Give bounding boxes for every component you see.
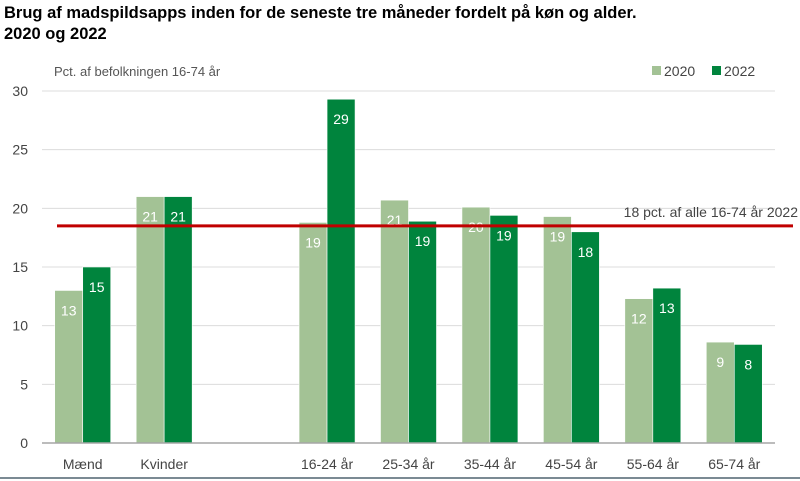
y-tick-label: 0 — [20, 435, 28, 451]
legend-swatch-2022 — [712, 66, 721, 75]
y-tick-label: 25 — [12, 142, 28, 158]
bar-2020 — [461, 206, 491, 444]
data-label: 19 — [496, 227, 512, 243]
bar-2020 — [135, 196, 165, 444]
x-tick-label: Mænd — [63, 456, 103, 472]
y-tick-label: 10 — [12, 318, 28, 334]
data-label: 19 — [415, 233, 431, 249]
chart-title: Brug af madspildsapps inden for de senes… — [4, 3, 799, 45]
x-tick-label: 25-34 år — [382, 456, 434, 472]
data-label: 29 — [333, 111, 349, 127]
y-tick-label: 5 — [20, 376, 28, 392]
legend-label: 2020 — [664, 63, 695, 79]
data-label: 18 — [578, 244, 594, 260]
x-tick-label: Kvinder — [140, 456, 188, 472]
y-tick-label: 30 — [12, 83, 28, 99]
bar-2022 — [163, 196, 193, 444]
y-tick-label: 20 — [12, 200, 28, 216]
bar-2022 — [733, 344, 763, 444]
reference-line-label: 18 pct. af alle 16-74 år 2022 — [624, 204, 799, 220]
legend-label: 2022 — [724, 63, 755, 79]
x-tick-label: 65-74 år — [708, 456, 760, 472]
bar-2022 — [82, 266, 112, 444]
data-label: 19 — [305, 234, 321, 250]
bar-2020 — [298, 222, 328, 444]
data-label: 13 — [61, 302, 77, 318]
bar-2022 — [408, 220, 437, 444]
bar-2020 — [543, 216, 572, 444]
bar-2020 — [624, 298, 654, 444]
x-tick-label: 55-64 år — [627, 456, 679, 472]
chart-title-line1: Brug af madspildsapps inden for de senes… — [4, 4, 637, 22]
x-tick-label: 45-54 år — [545, 456, 597, 472]
data-label: 8 — [744, 356, 752, 372]
x-tick-label: 16-24 år — [301, 456, 353, 472]
data-label: 13 — [659, 300, 675, 316]
bar-2022 — [652, 287, 682, 444]
y-axis-label: Pct. af befolkningen 16-74 år — [54, 64, 221, 79]
chart-title-line2: 2020 og 2022 — [4, 25, 107, 43]
bottom-rule — [0, 477, 800, 479]
bar-2022 — [326, 98, 356, 444]
y-tick-label: 15 — [12, 259, 28, 275]
data-label: 15 — [89, 279, 105, 295]
data-label: 21 — [170, 209, 186, 225]
bar-2022 — [489, 215, 519, 444]
x-tick-label: 35-44 år — [464, 456, 516, 472]
data-label: 19 — [550, 229, 566, 245]
data-label: 21 — [142, 209, 158, 225]
bar-2020 — [380, 199, 409, 444]
data-label: 12 — [631, 311, 647, 327]
bar-2022 — [571, 231, 600, 444]
legend-swatch-2020 — [652, 66, 661, 75]
data-label: 9 — [716, 354, 724, 370]
data-label: 21 — [387, 212, 403, 228]
